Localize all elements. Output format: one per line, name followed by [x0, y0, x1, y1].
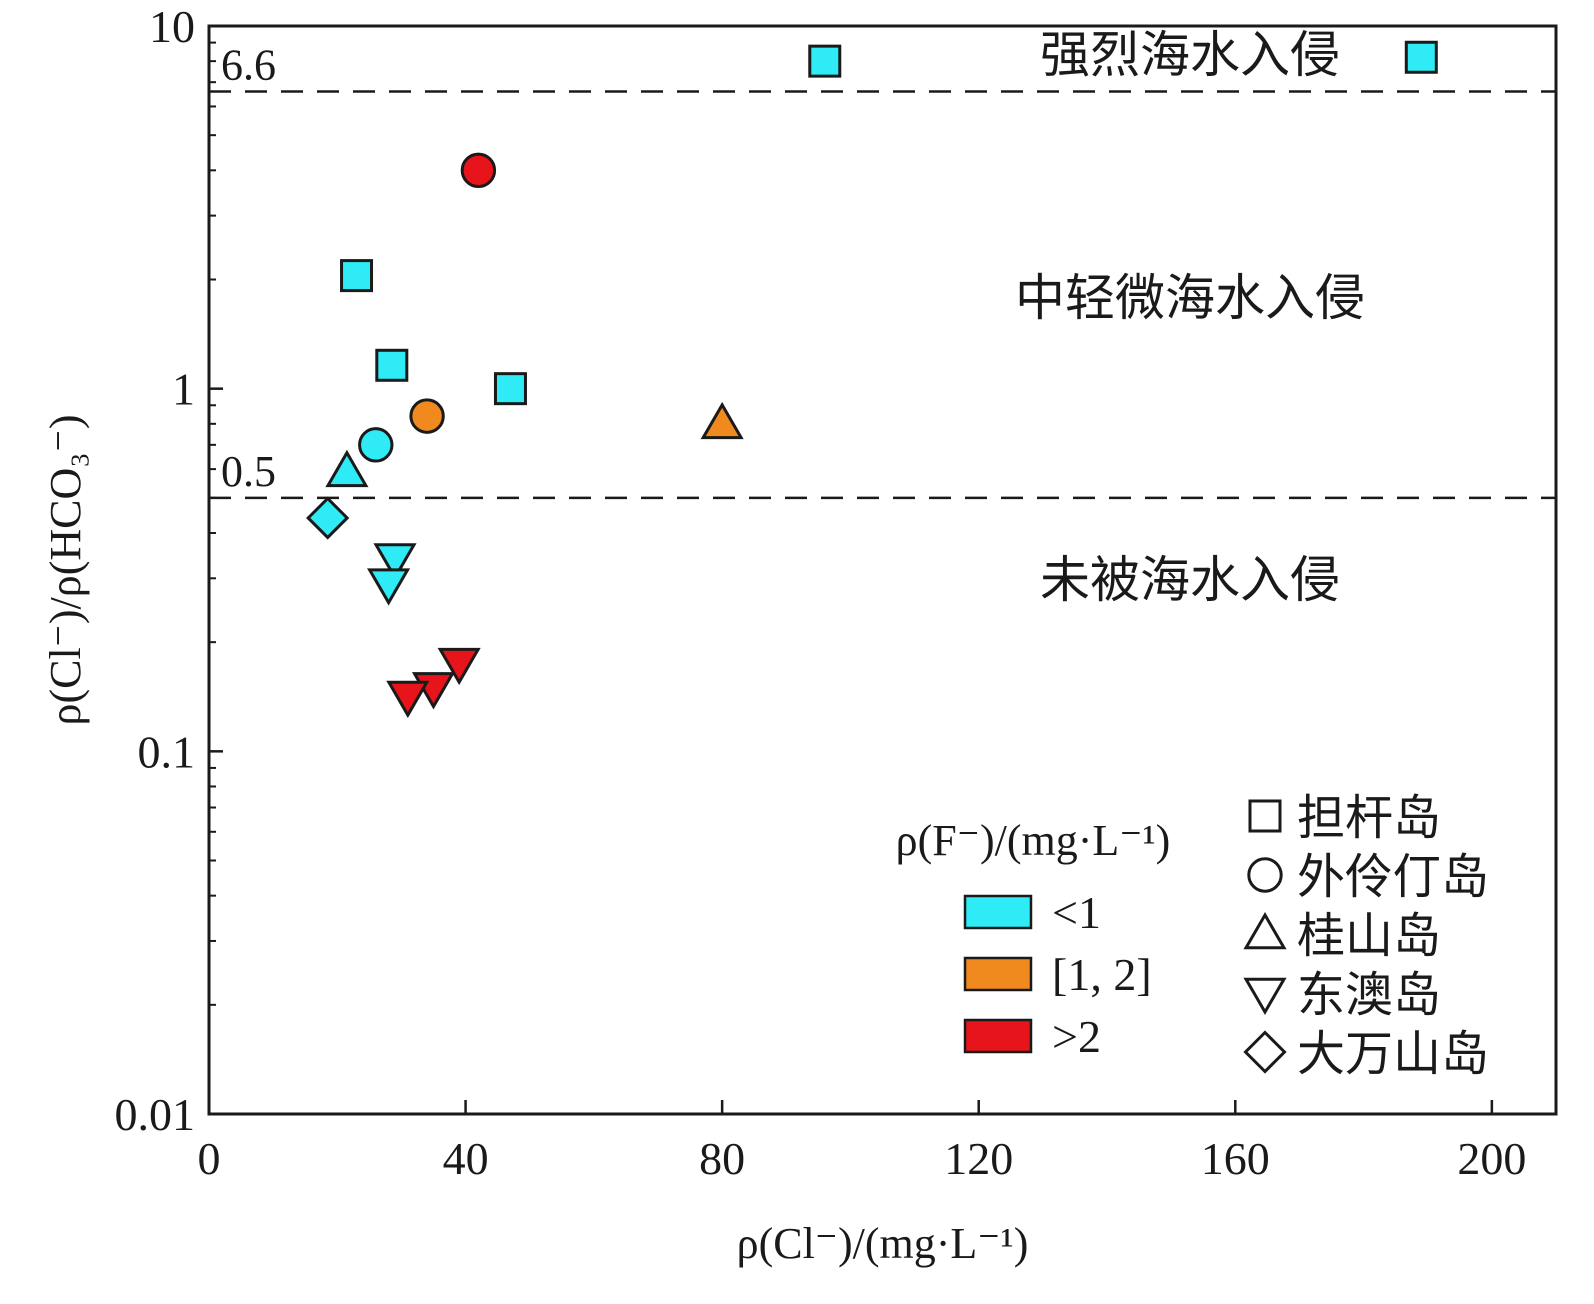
color-legend-label: [1, 2] [1052, 949, 1152, 1000]
plot-area [207, 24, 1558, 1116]
shape-legend-marker-square [1248, 799, 1282, 833]
color-legend-swatch [963, 956, 1033, 992]
x-tick-label: 0 [198, 1133, 221, 1184]
data-point-triangle-up [325, 449, 369, 488]
data-point-triangle-down [367, 568, 411, 606]
region-label: 强烈海水入侵 [1040, 26, 1340, 84]
threshold-label: 6.6 [221, 40, 276, 89]
y-tick-label: 0.01 [115, 1089, 196, 1140]
shape-legend-label: 大万山岛 [1297, 1026, 1489, 1082]
data-point-square [808, 44, 842, 78]
axes: 0 40 80 120 160 200 0.01 0.1 1 10 ρ(Cl⁻)/(mg·L⁻¹) ρ… [41, 1, 1526, 1268]
x-tick-label: 200 [1457, 1133, 1526, 1184]
y-axis-title: ρ(Cl⁻)/ρ(HCO₃⁻) [41, 414, 90, 725]
data-point-circle [409, 398, 445, 434]
data-point-circle [460, 152, 497, 189]
data-point-square [1404, 40, 1438, 74]
data-points [306, 40, 1438, 719]
shape-legend-label: 外伶仃岛 [1297, 849, 1489, 905]
y-tick-label: 0.1 [138, 726, 196, 777]
threshold-label: 0.5 [221, 447, 276, 496]
data-point-triangle-down [373, 543, 417, 581]
x-tick-label: 160 [1201, 1133, 1270, 1184]
shape-legend-label: 东澳岛 [1297, 967, 1441, 1023]
shape-legend-label: 担杆岛 [1297, 790, 1441, 846]
shape-legend-marker-triangle-up [1243, 912, 1287, 950]
color-legend-swatch [963, 894, 1033, 930]
x-tick-label: 120 [944, 1133, 1013, 1184]
color-legend-title: ρ(F⁻)/(mg·L⁻¹) [896, 816, 1171, 865]
region-label: 中轻微海水入侵 [1015, 269, 1365, 327]
color-legend-swatch [963, 1018, 1033, 1054]
region-label: 未被海水入侵 [1040, 551, 1340, 609]
x-axis-title: ρ(Cl⁻)/(mg·L⁻¹) [737, 1219, 1029, 1268]
color-legend-label: <1 [1052, 887, 1101, 938]
shape-legend-marker-triangle-down [1243, 977, 1287, 1015]
plot-frame [207, 24, 1558, 1116]
legend: ρ(F⁻)/(mg·L⁻¹) <1 [1, 2] >2 担杆岛外伶仃岛桂山岛东澳岛大万山… [896, 790, 1489, 1082]
data-point-square [340, 259, 374, 293]
shape-legend-marker-diamond [1243, 1030, 1287, 1074]
data-point-triangle-down [386, 680, 430, 719]
shape-legend-label: 桂山岛 [1297, 908, 1441, 964]
x-tick-label: 80 [699, 1133, 745, 1184]
y-tick-label: 1 [172, 364, 195, 415]
data-point-diamond [306, 496, 350, 540]
data-point-circle [358, 427, 394, 463]
shape-legend-marker-circle [1247, 857, 1283, 893]
data-point-triangle-down [437, 647, 481, 686]
data-point-square [375, 348, 409, 382]
data-point-square [493, 372, 527, 406]
x-tick-label: 40 [443, 1133, 489, 1184]
y-tick-label: 10 [149, 1, 195, 52]
data-point-triangle-up [700, 401, 744, 440]
color-legend-label: >2 [1052, 1011, 1101, 1062]
